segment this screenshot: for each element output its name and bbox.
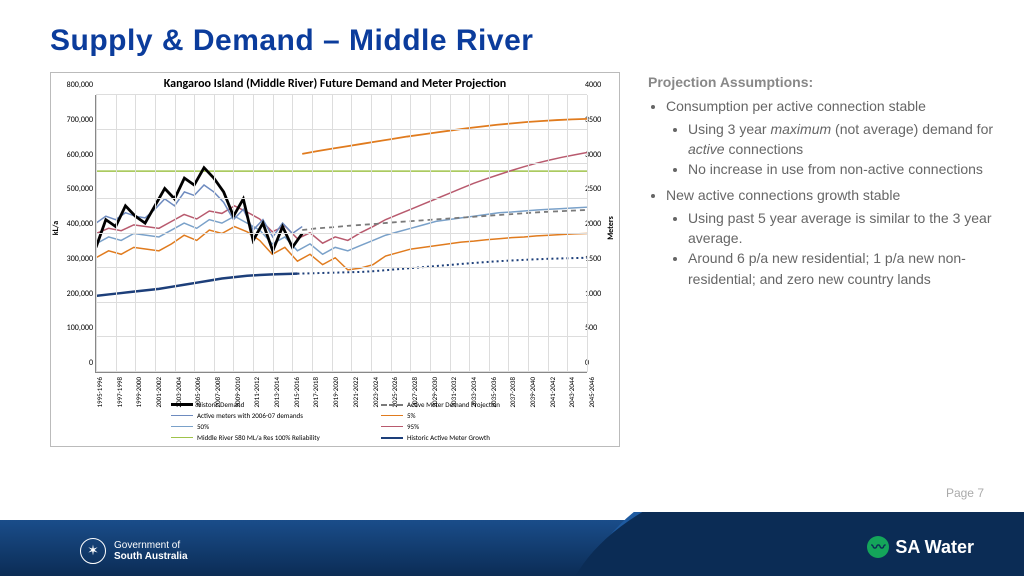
y-axis-right: 05001000150020002500300035004000	[585, 95, 613, 373]
crest-icon: ✶	[80, 538, 106, 564]
legend-item: 50%	[171, 422, 381, 431]
y-axis-left: 0100,000200,000300,000400,000500,000600,…	[57, 95, 93, 373]
chart-title: Kangaroo Island (Middle River) Future De…	[51, 73, 619, 95]
legend-item: Historic Active Meter Growth	[381, 433, 591, 442]
sa-water-logo: 〰 SA Water	[867, 536, 974, 558]
page-title: Supply & Demand – Middle River	[0, 0, 1024, 72]
legend-item: Middle River 580 ML/a Res 100% Reliabili…	[171, 433, 381, 442]
sub-bullet: No increase in use from non-active conne…	[688, 159, 994, 179]
sub-bullet: Using past 5 year average is similar to …	[688, 208, 994, 249]
bullet: Consumption per active connection stable…	[666, 96, 994, 179]
legend-item: Active Meter Demand Projection	[381, 400, 591, 409]
sub-bullet: Around 6 p/a new residential; 1 p/a new …	[688, 248, 994, 289]
legend-item: Historic Demand	[171, 400, 381, 409]
sub-bullet: Using 3 year maximum (not average) deman…	[688, 119, 994, 160]
gov-sa-logo: ✶ Government ofSouth Australia	[80, 538, 188, 564]
bullet: New active connections growth stable Usi…	[666, 185, 994, 288]
legend-item: Active meters with 2006-07 demands	[171, 411, 381, 420]
legend-item: 95%	[381, 422, 591, 431]
chart-container: Kangaroo Island (Middle River) Future De…	[50, 72, 620, 447]
page-number: Page 7	[946, 486, 984, 500]
content-row: Kangaroo Island (Middle River) Future De…	[0, 72, 1024, 447]
assumptions-panel: Projection Assumptions: Consumption per …	[648, 72, 994, 447]
footer-bar: ✶ Government ofSouth Australia 〰 SA Wate…	[0, 512, 1024, 576]
legend-item: 5%	[381, 411, 591, 420]
assumptions-heading: Projection Assumptions:	[648, 72, 994, 92]
chart-legend: Historic DemandActive Meter Demand Proje…	[171, 400, 591, 442]
wave-icon: 〰	[867, 536, 889, 558]
plot-area	[95, 95, 587, 373]
